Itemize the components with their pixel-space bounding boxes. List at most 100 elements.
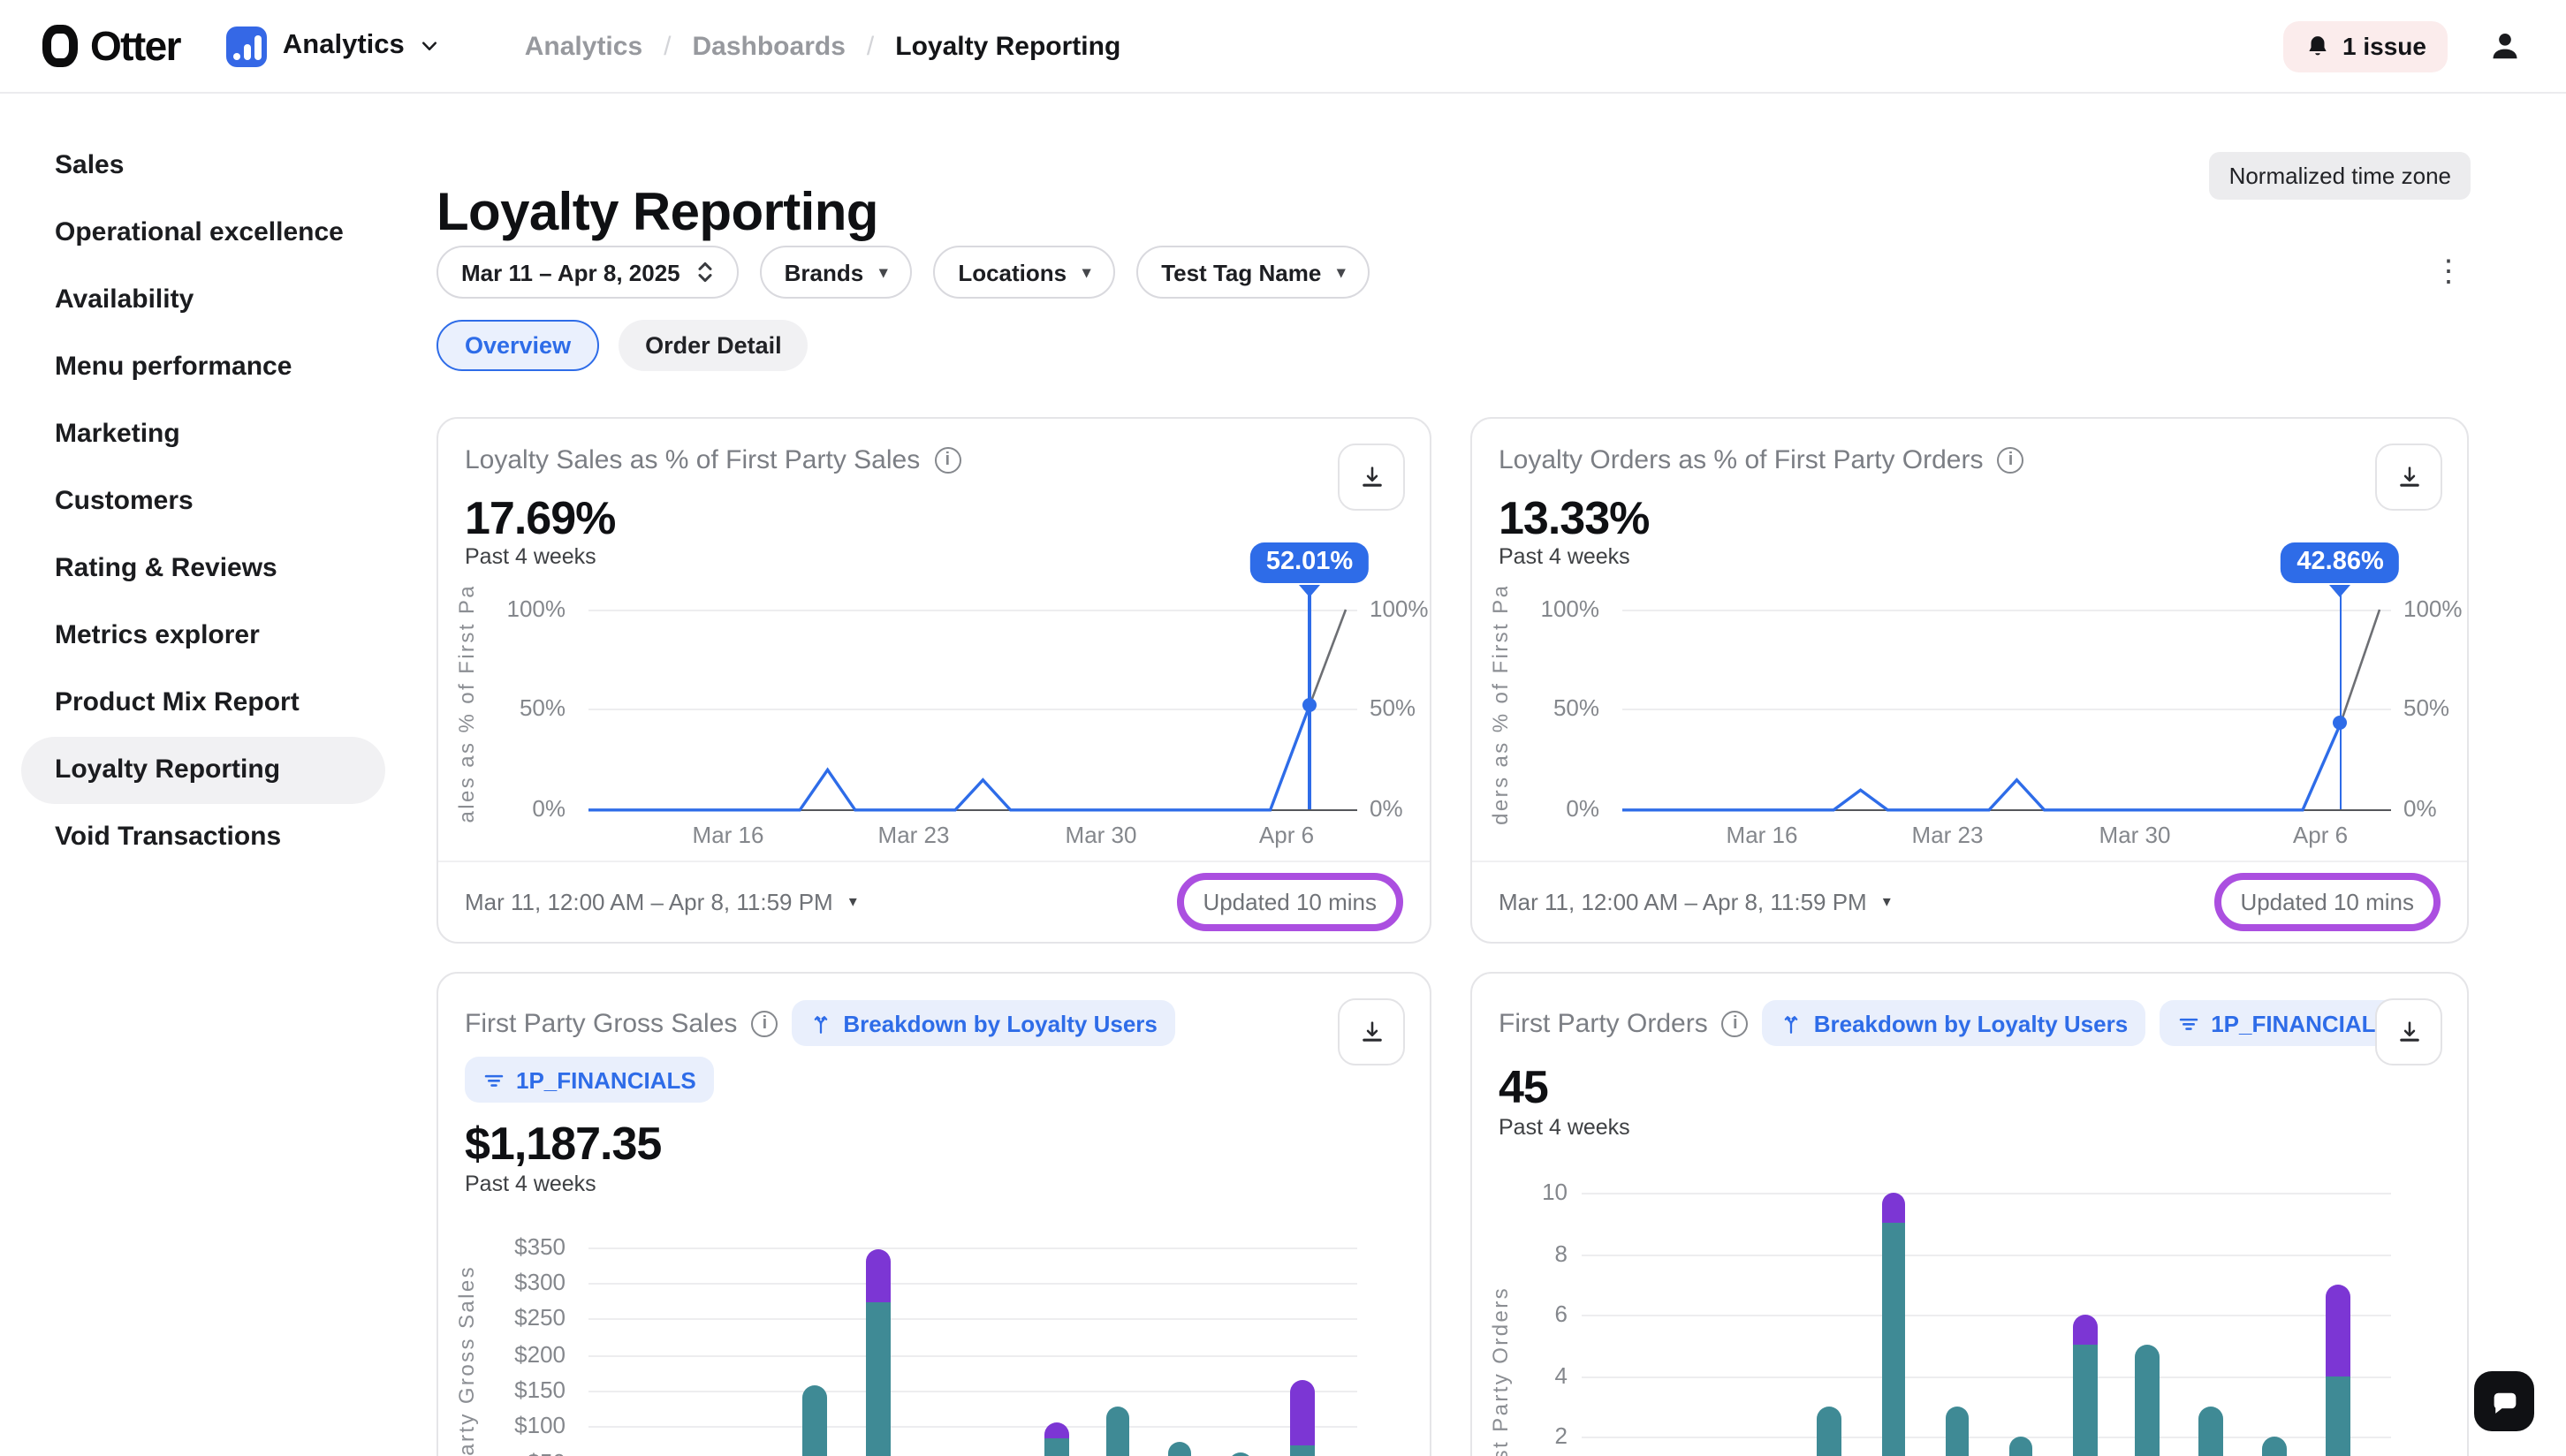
loyalty-sales-card: Loyalty Sales as % of First Party Sales …	[437, 417, 1431, 944]
x-tick: Mar 23	[878, 822, 950, 848]
locations-label: Locations	[958, 259, 1067, 285]
x-tick: Apr 6	[2293, 822, 2348, 848]
y-tick-right: 0%	[2403, 795, 2437, 822]
chart-dot	[233, 52, 240, 59]
updated-label: Updated 10 mins	[1203, 889, 1377, 915]
more-options-icon[interactable]: ⋮	[2433, 249, 2464, 295]
x-tick: Apr 6	[1259, 822, 1314, 848]
line-series	[1622, 724, 2341, 809]
breadcrumb: Analytics / Dashboards / Loyalty Reporti…	[525, 31, 1121, 61]
download-icon	[1356, 462, 1386, 492]
info-icon[interactable]: i	[934, 447, 960, 474]
tooltip-value: 52.01%	[1250, 542, 1369, 583]
line-chart	[1622, 609, 2391, 810]
line-chart	[588, 609, 1357, 810]
sidebar-item-rating-reviews[interactable]: Rating & Reviews	[21, 535, 385, 603]
sidebar-item-void-transactions[interactable]: Void Transactions	[21, 804, 385, 871]
date-range-filter[interactable]: Mar 11 – Apr 8, 2025	[437, 246, 739, 299]
sidebar-item-availability[interactable]: Availability	[21, 267, 385, 334]
sidebar-item-product-mix-report[interactable]: Product Mix Report	[21, 670, 385, 737]
view-tabs: Overview Order Detail	[437, 320, 809, 371]
line-series	[2341, 609, 2380, 724]
breadcrumb-separator: /	[867, 31, 874, 61]
bar-segment	[1044, 1423, 1068, 1437]
bar-segment	[1105, 1407, 1129, 1456]
metric-subtitle: Past 4 weeks	[465, 544, 596, 569]
tab-order-detail[interactable]: Order Detail	[619, 320, 809, 371]
chat-bubble-icon	[2487, 1384, 2521, 1418]
bar-segment	[1291, 1381, 1315, 1445]
breadcrumb-analytics[interactable]: Analytics	[525, 31, 642, 61]
app-switcher-label[interactable]: Analytics	[283, 30, 405, 62]
y-tick: 0%	[456, 795, 566, 822]
chevron-down-icon[interactable]	[419, 35, 440, 57]
timezone-badge: Normalized time zone	[2210, 152, 2471, 200]
footer-date-range-label: Mar 11, 12:00 AM – Apr 8, 11:59 PM	[465, 889, 833, 915]
updated-badge-annotated: Updated 10 mins	[1176, 873, 1403, 931]
footer-date-range[interactable]: Mar 11, 12:00 AM – Apr 8, 11:59 PM ▾	[465, 889, 857, 915]
data-point-dot	[1302, 698, 1317, 712]
bar-chart	[438, 974, 1430, 1456]
first-party-gross-sales-card: First Party Gross Sales i Breakdown by L…	[437, 972, 1431, 1456]
caret-down-icon: ▾	[879, 262, 887, 282]
sidebar-item-operational-excellence[interactable]: Operational excellence	[21, 200, 385, 267]
sidebar-item-loyalty-reporting[interactable]: Loyalty Reporting	[21, 737, 385, 804]
otter-logo-icon	[42, 25, 78, 67]
download-button[interactable]	[1338, 444, 1405, 511]
breadcrumb-dashboards[interactable]: Dashboards	[693, 31, 846, 61]
tab-overview[interactable]: Overview	[437, 320, 599, 371]
sidebar-item-customers[interactable]: Customers	[21, 468, 385, 535]
card-title: Loyalty Sales as % of First Party Sales	[465, 445, 920, 475]
bar-segment	[866, 1248, 890, 1303]
y-tick: 100%	[456, 595, 566, 621]
y-tick-right: 0%	[1370, 795, 1403, 822]
y-tick: 0%	[1490, 795, 1599, 822]
locations-filter[interactable]: Locations ▾	[933, 246, 1115, 299]
x-tick: Mar 16	[693, 822, 764, 848]
bar-segment	[866, 1303, 890, 1456]
card-title: Loyalty Orders as % of First Party Order…	[1499, 445, 1984, 475]
metric-subtitle: Past 4 weeks	[1499, 544, 1630, 569]
user-avatar-icon[interactable]	[2486, 27, 2524, 64]
y-tick: 50%	[456, 695, 566, 722]
bar-segment	[2327, 1376, 2350, 1456]
bar-segment	[2198, 1407, 2222, 1456]
loyalty-reporting-page: Otter Analytics Analytics / Dashboards /…	[0, 0, 2566, 1456]
footer-date-range[interactable]: Mar 11, 12:00 AM – Apr 8, 11:59 PM ▾	[1499, 889, 1891, 915]
caret-down-icon: ▾	[1337, 262, 1345, 282]
analytics-app-icon[interactable]	[226, 26, 267, 66]
sidebar-item-sales[interactable]: Sales	[21, 133, 385, 200]
x-tick: Mar 23	[1912, 822, 1984, 848]
chat-button[interactable]	[2474, 1371, 2534, 1431]
loyalty-orders-card: Loyalty Orders as % of First Party Order…	[1470, 417, 2469, 944]
tooltip-value: 42.86%	[2281, 542, 2399, 583]
info-icon[interactable]: i	[1998, 447, 2024, 474]
bell-icon	[2304, 33, 2330, 59]
brands-label: Brands	[785, 259, 864, 285]
brand-name: Otter	[90, 22, 180, 70]
footer-date-range-label: Mar 11, 12:00 AM – Apr 8, 11:59 PM	[1499, 889, 1867, 915]
download-button[interactable]	[2375, 444, 2442, 511]
issues-count-label: 1 issue	[2342, 32, 2426, 60]
sidebar-item-menu-performance[interactable]: Menu performance	[21, 334, 385, 401]
updated-label: Updated 10 mins	[2240, 889, 2414, 915]
issues-badge[interactable]: 1 issue	[2282, 20, 2448, 72]
brands-filter[interactable]: Brands ▾	[760, 246, 913, 299]
bar-segment	[2073, 1346, 2097, 1456]
top-bar: Otter Analytics Analytics / Dashboards /…	[0, 0, 2566, 94]
bar-segment	[1818, 1407, 1841, 1456]
bar-segment	[1946, 1407, 1970, 1456]
y-tick-right: 50%	[2403, 695, 2449, 722]
tag-filter[interactable]: Test Tag Name ▾	[1136, 246, 1370, 299]
sidebar-item-marketing[interactable]: Marketing	[21, 401, 385, 468]
download-icon	[2394, 462, 2424, 492]
x-tick: Mar 30	[2099, 822, 2171, 848]
breadcrumb-separator: /	[664, 31, 671, 61]
tooltip-reference-line	[2339, 595, 2341, 809]
first-party-orders-card: First Party Orders i Breakdown by Loyalt…	[1470, 972, 2469, 1456]
page-title: Loyalty Reporting	[437, 184, 878, 244]
sidebar-item-metrics-explorer[interactable]: Metrics explorer	[21, 603, 385, 670]
breadcrumb-current: Loyalty Reporting	[895, 31, 1120, 61]
bar-segment	[2327, 1285, 2350, 1376]
bar-segment	[802, 1385, 826, 1456]
